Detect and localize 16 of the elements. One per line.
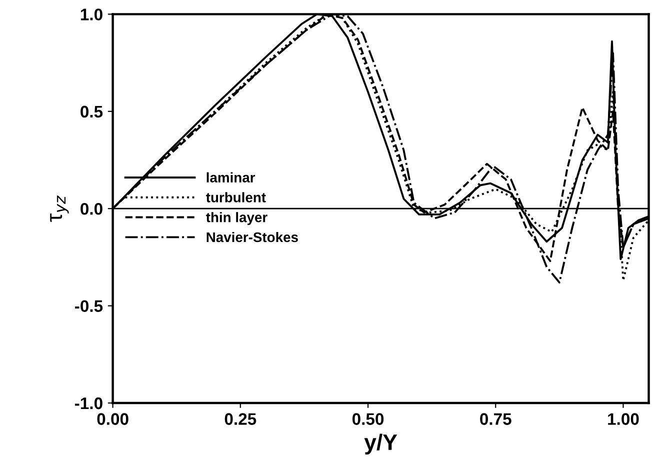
x-tick-label: 0.00 <box>97 413 128 425</box>
y-tick-label: -1.0 <box>75 397 102 410</box>
x-tick-label: 0.25 <box>224 413 256 425</box>
x-tick-label: 1.00 <box>608 413 639 425</box>
y-tick-label: -0.5 <box>75 300 103 312</box>
legend-label: turbulent <box>206 192 266 202</box>
legend-label: thin layer <box>206 212 268 226</box>
legend-label: laminar <box>206 172 256 182</box>
y-axis-title: τ$_{yz}$ <box>50 196 69 222</box>
x-tick-label: 0.50 <box>352 413 384 425</box>
x-tick-label: 0.75 <box>480 413 512 425</box>
y-tick-label: 0.0 <box>80 202 102 215</box>
y-tick-label: 1.0 <box>80 8 102 20</box>
legend-label: Navier-Stokes <box>206 232 298 242</box>
x-axis-title: y/Y <box>364 434 398 455</box>
y-tick-label: 0.5 <box>80 106 103 118</box>
